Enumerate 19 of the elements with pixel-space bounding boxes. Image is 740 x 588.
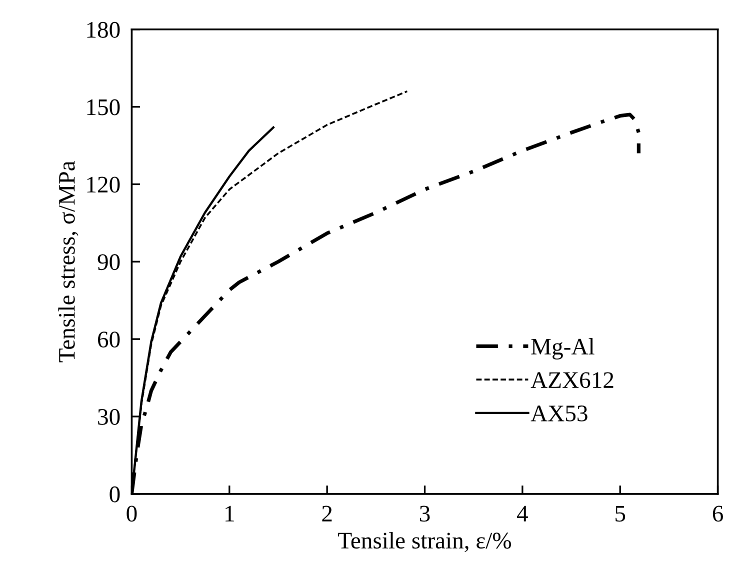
x-tick-label: 0 <box>126 506 137 522</box>
x-axis-title: Tensile strain, ε/% <box>338 532 512 552</box>
legend-label: AZX612 <box>530 372 614 388</box>
x-tick-label: 3 <box>420 506 430 522</box>
x-tick-label: 2 <box>322 506 332 522</box>
y-tick-label: 90 <box>98 254 120 270</box>
y-tick-label: 0 <box>110 486 120 502</box>
y-tick-label: 60 <box>98 332 120 348</box>
y-tick-label: 30 <box>98 408 120 425</box>
x-tick-label: 1 <box>226 506 234 522</box>
x-tick-label: 4 <box>517 506 528 522</box>
legend-label: Mg-Al <box>531 338 594 360</box>
y-tick-label: 150 <box>87 99 120 116</box>
legend-label: AX53 <box>530 406 588 422</box>
y-tick-label: 180 <box>87 22 120 38</box>
y-tick-label: 120 <box>87 176 120 193</box>
y-axis-title: Tensile stress, σ/MPa <box>58 161 78 362</box>
x-tick-label: 6 <box>712 506 723 522</box>
x-tick-label: 5 <box>616 506 626 522</box>
